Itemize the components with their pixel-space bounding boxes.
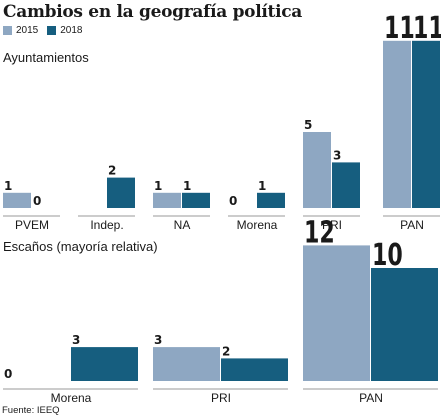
bar-ayuntamientos-pan-2015 (383, 40, 411, 208)
legend: 2015 2018 (3, 25, 92, 36)
category-label-pan: PAN (359, 391, 383, 405)
bar-escanos-pri-2018 (221, 358, 288, 381)
data-label-pan-2015: 12 (304, 216, 335, 250)
data-label-pri-2015: 3 (154, 333, 162, 347)
data-label-pan-2018: 10 (372, 239, 403, 273)
data-label-pan-2018: 11 (413, 12, 441, 46)
section-title-ayuntamientos: Ayuntamientos (3, 50, 89, 65)
category-label-pvem: PVEM (15, 218, 49, 232)
bar-escanos-pan-2018 (371, 268, 438, 381)
bar-ayuntamientos-pri-2018 (332, 162, 360, 208)
bar-escanos-pan-2015 (303, 245, 370, 381)
data-label-na-2015: 1 (154, 179, 162, 193)
chart-title: Cambios en la geografía política (3, 2, 303, 22)
data-label-morena-2018: 3 (72, 333, 80, 347)
category-label-pri: PRI (322, 218, 342, 232)
data-label-pri-2018: 2 (222, 344, 230, 358)
data-label-pvem-2018: 0 (33, 194, 41, 208)
legend-item-2018: 2018 (47, 25, 83, 36)
legend-item-2015: 2015 (3, 25, 38, 36)
data-label-pvem-2015: 1 (4, 179, 12, 193)
section-title-escanos: Escaños (mayoría relativa) (3, 239, 158, 254)
bar-ayuntamientos-indep-2018 (107, 177, 135, 208)
category-label-pan: PAN (400, 218, 424, 232)
data-label-indep-2018: 2 (108, 164, 116, 178)
data-label-pri-2018: 3 (333, 148, 341, 162)
bar-ayuntamientos-na-2015 (153, 192, 181, 208)
source-note: Fuente: IEEQ (2, 405, 60, 416)
legend-label-2015: 2015 (16, 25, 39, 36)
legend-swatch-2015 (3, 26, 12, 35)
legend-label-2018: 2018 (60, 25, 83, 36)
category-label-pri: PRI (211, 391, 231, 405)
legend-swatch-2018 (47, 26, 57, 35)
bar-ayuntamientos-na-2018 (182, 192, 210, 208)
data-label-pan-2015: 11 (384, 12, 415, 46)
category-label-na: NA (174, 218, 191, 232)
data-label-morena-2015: 0 (229, 194, 237, 208)
data-label-morena-2015: 0 (4, 367, 12, 381)
bar-ayuntamientos-morena-2018 (257, 192, 285, 208)
bar-ayuntamientos-pri-2015 (303, 132, 331, 208)
category-label-indep: Indep. (90, 218, 123, 232)
bar-escanos-pri-2015 (153, 347, 220, 381)
category-label-morena: Morena (51, 391, 92, 405)
bar-ayuntamientos-pvem-2015 (3, 192, 31, 208)
bar-ayuntamientos-pan-2018 (412, 40, 440, 208)
data-label-morena-2018: 1 (258, 179, 266, 193)
data-label-pri-2015: 5 (304, 118, 312, 132)
category-label-morena: Morena (237, 218, 278, 232)
bar-escanos-morena-2018 (71, 347, 138, 381)
data-label-na-2018: 1 (183, 179, 191, 193)
